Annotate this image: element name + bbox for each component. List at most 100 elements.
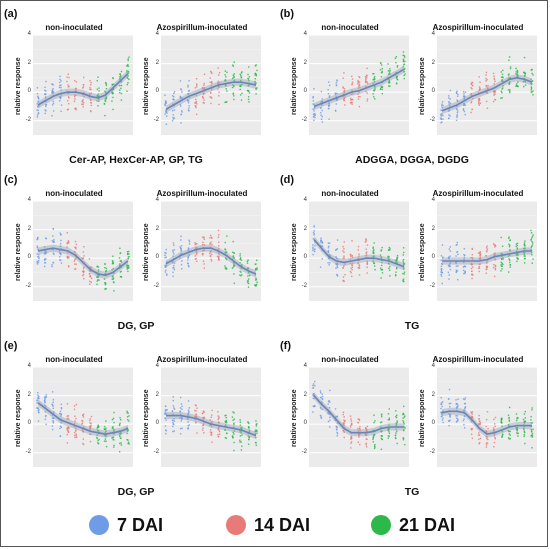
data-point bbox=[203, 102, 205, 104]
data-point bbox=[515, 243, 518, 245]
data-point bbox=[210, 236, 213, 239]
data-point bbox=[349, 97, 352, 100]
data-point bbox=[531, 240, 533, 243]
data-point bbox=[312, 394, 314, 396]
data-point bbox=[240, 267, 242, 269]
confidence-band bbox=[314, 392, 404, 437]
data-point bbox=[402, 413, 404, 416]
data-point bbox=[82, 430, 84, 432]
data-point bbox=[380, 269, 382, 271]
data-point bbox=[98, 274, 100, 276]
data-point bbox=[500, 419, 503, 421]
data-point bbox=[103, 434, 106, 436]
data-point bbox=[172, 405, 175, 407]
data-point bbox=[455, 91, 458, 94]
data-point bbox=[523, 413, 526, 415]
data-point bbox=[52, 401, 54, 403]
data-point bbox=[517, 74, 519, 77]
data-point bbox=[381, 261, 383, 264]
data-point bbox=[455, 406, 458, 408]
data-point bbox=[188, 89, 191, 92]
data-point bbox=[217, 236, 220, 238]
data-point bbox=[241, 434, 243, 436]
data-point bbox=[217, 421, 220, 423]
data-point bbox=[358, 75, 360, 78]
data-point bbox=[211, 97, 213, 99]
data-point bbox=[254, 82, 256, 84]
data-point bbox=[181, 417, 183, 420]
data-point bbox=[165, 409, 168, 411]
data-point bbox=[246, 280, 249, 282]
data-point bbox=[112, 275, 114, 277]
data-point bbox=[67, 108, 70, 110]
data-point bbox=[515, 85, 517, 88]
data-point bbox=[98, 279, 100, 281]
data-point bbox=[188, 254, 190, 257]
data-point bbox=[188, 110, 190, 112]
data-point bbox=[218, 429, 220, 432]
data-point bbox=[486, 248, 489, 250]
data-point bbox=[105, 420, 107, 422]
data-point bbox=[60, 242, 62, 245]
data-point bbox=[203, 267, 205, 269]
data-point bbox=[239, 431, 241, 433]
data-point bbox=[485, 266, 488, 268]
data-point bbox=[43, 404, 46, 406]
data-point bbox=[516, 76, 518, 78]
data-point bbox=[335, 416, 337, 418]
data-point bbox=[449, 268, 452, 271]
data-point bbox=[195, 251, 197, 253]
data-point bbox=[485, 446, 488, 448]
data-point bbox=[218, 433, 221, 435]
data-point bbox=[246, 89, 249, 92]
data-point bbox=[126, 71, 128, 73]
data-point bbox=[328, 96, 330, 98]
data-point bbox=[314, 113, 316, 116]
data-point bbox=[456, 417, 458, 420]
subplot-azospirillum-inoculated: Azospirillum-inoculated relative response… bbox=[143, 189, 261, 307]
data-point bbox=[470, 429, 473, 431]
subplot-title: non-inoculated bbox=[321, 23, 379, 32]
data-point bbox=[203, 411, 205, 413]
data-point bbox=[38, 259, 40, 262]
data-point bbox=[180, 235, 182, 238]
data-point bbox=[357, 418, 359, 420]
data-point bbox=[66, 428, 68, 430]
data-point bbox=[448, 415, 451, 417]
data-point bbox=[329, 416, 331, 419]
data-point bbox=[524, 72, 527, 75]
data-point bbox=[210, 434, 212, 436]
data-point bbox=[517, 81, 519, 83]
data-point bbox=[373, 429, 375, 432]
data-point bbox=[463, 272, 465, 275]
data-point bbox=[51, 404, 54, 406]
data-point bbox=[524, 420, 527, 422]
data-point bbox=[343, 72, 345, 74]
data-point bbox=[457, 398, 459, 400]
data-point bbox=[342, 430, 345, 432]
data-point bbox=[395, 61, 397, 64]
data-point bbox=[127, 270, 129, 273]
data-point bbox=[247, 272, 250, 274]
data-point bbox=[44, 418, 47, 421]
data-point bbox=[487, 427, 489, 430]
data-point bbox=[240, 72, 243, 74]
data-point bbox=[486, 442, 489, 444]
data-point bbox=[113, 432, 115, 435]
data-point bbox=[471, 256, 474, 259]
data-point bbox=[36, 263, 39, 265]
data-point bbox=[357, 83, 359, 85]
data-point bbox=[374, 78, 376, 80]
data-point bbox=[494, 252, 496, 254]
data-point bbox=[500, 421, 503, 424]
data-point bbox=[486, 87, 489, 89]
data-point bbox=[45, 80, 47, 83]
data-point bbox=[366, 438, 368, 440]
data-point bbox=[36, 253, 38, 255]
data-point bbox=[373, 96, 375, 98]
data-point bbox=[485, 272, 487, 274]
data-point bbox=[319, 390, 322, 392]
data-point bbox=[349, 426, 352, 428]
data-point bbox=[210, 251, 212, 253]
data-point bbox=[492, 429, 495, 432]
